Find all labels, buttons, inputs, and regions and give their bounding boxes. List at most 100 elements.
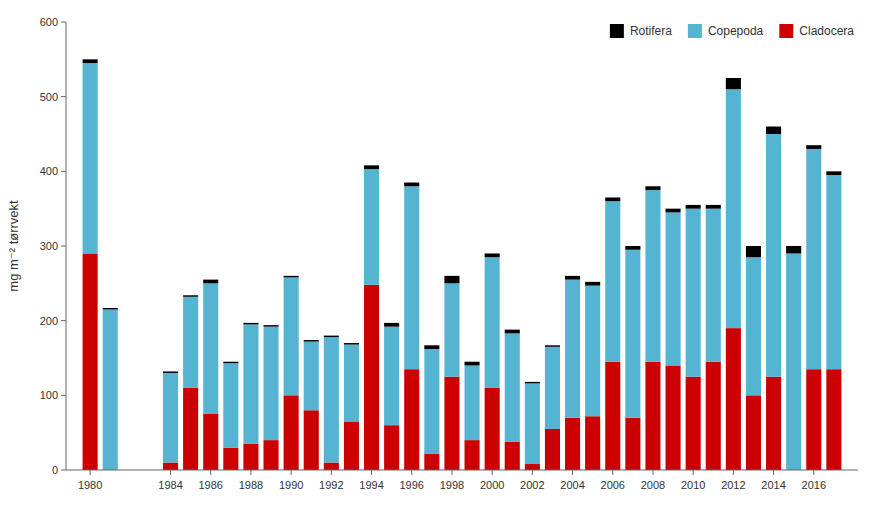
y-tick-label: 300 — [40, 240, 58, 252]
bar-segment — [384, 425, 399, 470]
bar-segment — [766, 377, 781, 470]
bar-segment — [726, 89, 741, 328]
bar-segment — [826, 175, 841, 369]
legend-swatch — [779, 24, 793, 38]
x-tick — [451, 470, 452, 475]
x-tick — [813, 470, 814, 475]
bar-segment — [384, 327, 399, 426]
y-tick-label: 0 — [52, 464, 58, 476]
bar-segment — [565, 280, 580, 418]
series — [83, 59, 842, 383]
y-tick — [61, 320, 66, 321]
bar-segment — [706, 209, 721, 362]
y-tick — [61, 246, 66, 247]
bar-segment — [565, 418, 580, 470]
bar-segment — [545, 345, 560, 346]
bar-segment — [304, 410, 319, 470]
bar-segment — [525, 383, 540, 464]
legend-item: Rotifera — [610, 24, 672, 38]
y-tick — [61, 470, 66, 471]
bar-segment — [746, 246, 761, 257]
bar-segment — [163, 373, 178, 463]
bar-segment — [505, 330, 520, 334]
bar-segment — [565, 276, 580, 280]
bar-segment — [806, 145, 821, 149]
bar-segment — [746, 395, 761, 470]
bar-segment — [666, 212, 681, 365]
x-tick — [733, 470, 734, 475]
x-tick — [90, 470, 91, 475]
bar-segment — [103, 308, 118, 309]
x-tick-label: 2004 — [560, 479, 584, 491]
bar-segment — [424, 345, 439, 349]
x-tick-label: 1998 — [440, 479, 464, 491]
legend-swatch — [610, 24, 624, 38]
x-tick — [170, 470, 171, 475]
bar-segment — [585, 282, 600, 286]
y-tick — [61, 171, 66, 172]
x-tick-label: 2014 — [761, 479, 785, 491]
bar-segment — [605, 197, 620, 201]
bar-segment — [485, 253, 500, 257]
bar-segment — [304, 342, 319, 411]
bar-segment — [645, 190, 660, 362]
x-tick-label: 1990 — [279, 479, 303, 491]
x-tick-label: 2016 — [802, 479, 826, 491]
bar-segment — [243, 324, 258, 443]
bar-segment — [424, 349, 439, 454]
x-tick — [411, 470, 412, 475]
bar-segment — [324, 463, 339, 470]
x-tick-label: 1984 — [158, 479, 182, 491]
y-tick — [61, 96, 66, 97]
bar-segment — [826, 171, 841, 175]
legend-label: Rotifera — [630, 24, 672, 38]
bar-segment — [465, 440, 480, 470]
series — [83, 63, 842, 470]
bar-segment — [545, 429, 560, 470]
bar-segment — [284, 276, 299, 277]
legend: RotiferaCopepodaCladocera — [610, 24, 854, 38]
bar-segment — [404, 369, 419, 470]
bar-segment — [203, 414, 218, 470]
bar-segment — [505, 333, 520, 441]
bar-segment — [505, 442, 520, 470]
bar-segment — [183, 388, 198, 470]
x-tick-label: 1996 — [400, 479, 424, 491]
bar-segment — [625, 418, 640, 470]
x-tick-label: 2000 — [480, 479, 504, 491]
bar-segment — [666, 365, 681, 470]
bar-segment — [525, 382, 540, 383]
bar-segment — [726, 78, 741, 89]
bar-segment — [806, 149, 821, 369]
bar-segment — [183, 297, 198, 388]
bar-segment — [706, 362, 721, 470]
bar-segment — [183, 295, 198, 296]
bar-segment — [364, 169, 379, 285]
bar-segment — [806, 369, 821, 470]
bar-segment — [424, 454, 439, 470]
y-tick-label: 500 — [40, 91, 58, 103]
x-tick — [331, 470, 332, 475]
bar-segment — [344, 421, 359, 470]
x-tick — [532, 470, 533, 475]
bar-segment — [83, 59, 98, 63]
legend-item: Cladocera — [779, 24, 854, 38]
bar-segment — [324, 336, 339, 337]
bar-segment — [444, 377, 459, 470]
bar-segment — [666, 209, 681, 213]
bar-segment — [344, 345, 359, 422]
y-tick-label: 200 — [40, 315, 58, 327]
bar-segment — [223, 448, 238, 470]
x-tick-label: 1980 — [78, 479, 102, 491]
bar-segment — [223, 363, 238, 447]
bar-segment — [364, 165, 379, 169]
bar-segment — [344, 343, 359, 344]
chart: 1980198419861988199019921994199619982000… — [0, 0, 880, 512]
axes: 1980198419861988199019921994199619982000… — [40, 16, 858, 491]
x-tick — [210, 470, 211, 475]
bar-segment — [263, 327, 278, 440]
bar-segment — [203, 280, 218, 284]
bar-segment — [766, 127, 781, 134]
y-tick-label: 400 — [40, 165, 58, 177]
y-tick-label: 600 — [40, 16, 58, 28]
